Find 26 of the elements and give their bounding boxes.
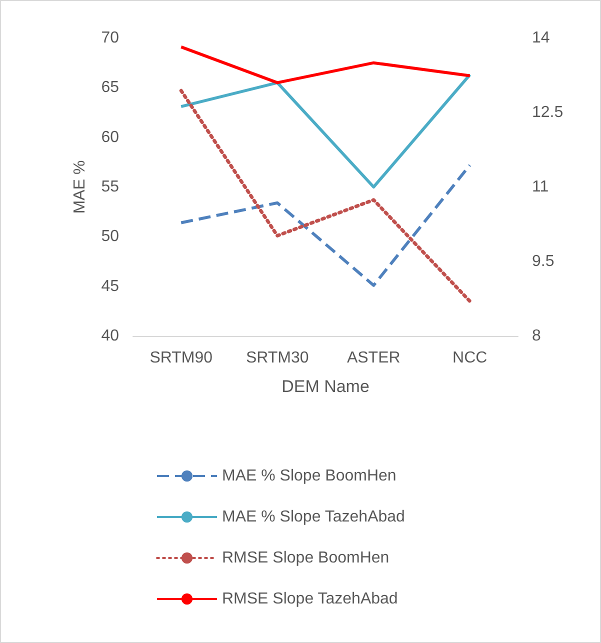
y-tick-label: 55 xyxy=(101,178,120,196)
y-tick-label: 70 xyxy=(101,30,120,46)
y2-tick-label: 12.5 xyxy=(532,104,564,121)
line-series xyxy=(179,88,472,303)
legend-label: RMSE Slope BoomHen xyxy=(222,550,390,566)
y-tick-label: 65 xyxy=(101,79,120,96)
y2-tick-label: 11 xyxy=(532,178,549,196)
legend-label: MAE % Slope BoomHen xyxy=(222,468,396,484)
line-series xyxy=(180,164,472,287)
y-tick-label: 45 xyxy=(101,278,120,295)
x-tick-label: SRTM30 xyxy=(246,350,309,366)
legend-label: RMSE Slope TazehAbad xyxy=(222,590,398,608)
line-series xyxy=(180,45,472,84)
y2-tick-label: 9.5 xyxy=(532,253,554,270)
x-tick-label: ASTER xyxy=(346,350,400,366)
line-series xyxy=(180,73,472,188)
y-tick-label: 40 xyxy=(101,328,120,344)
x-tick-label: SRTM90 xyxy=(150,350,213,366)
y2-tick-label: 14 xyxy=(532,30,550,46)
y-tick-label: 60 xyxy=(101,128,120,146)
y2-tick-label: 8 xyxy=(532,328,541,344)
legend-label: MAE % Slope TazehAbad xyxy=(222,508,405,526)
x-tick-label: NCC xyxy=(452,350,488,366)
y-tick-label: 50 xyxy=(101,228,120,246)
x-axis-title: DEM Name xyxy=(282,377,370,396)
y-axis-title: MAE % xyxy=(72,160,88,214)
